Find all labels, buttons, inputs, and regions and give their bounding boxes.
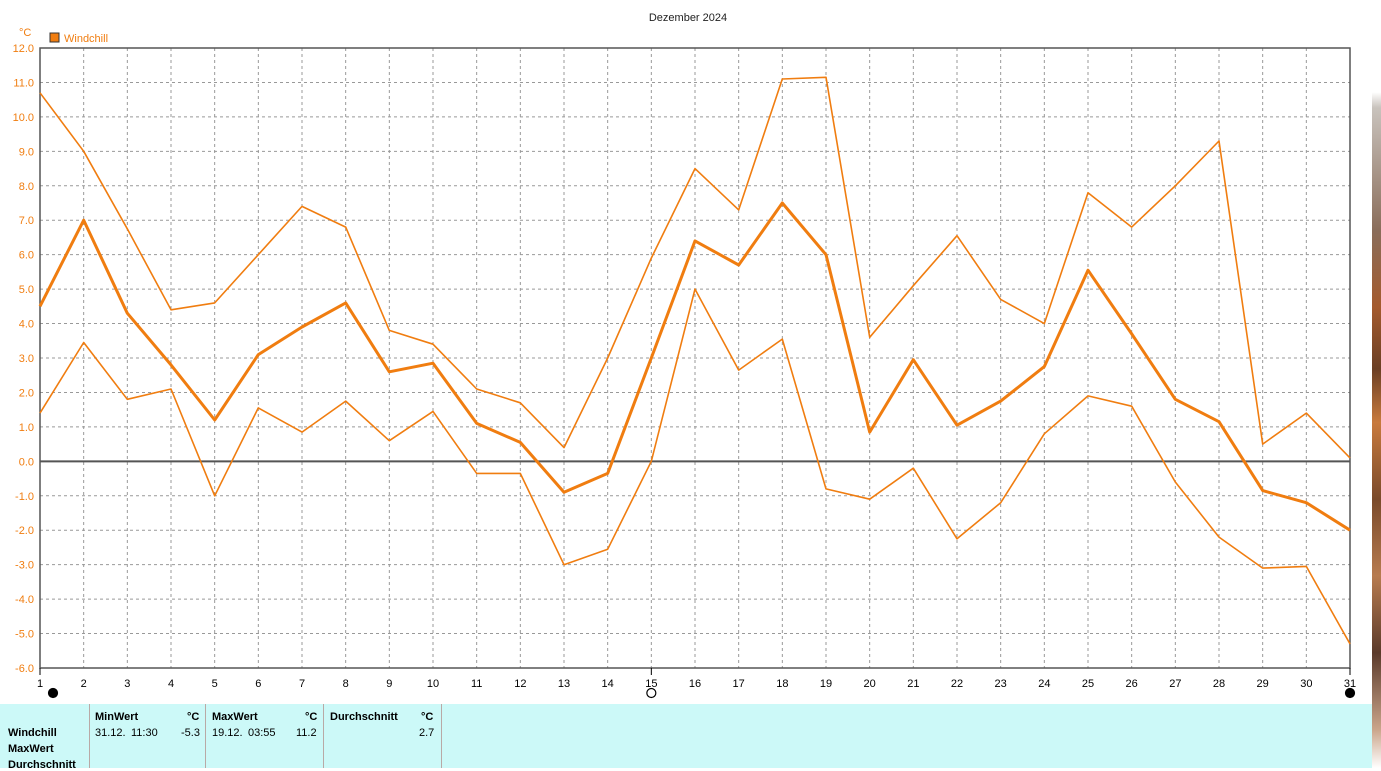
y-tick-label: 10.0: [13, 112, 34, 124]
x-tick-label: 17: [733, 678, 745, 690]
series-line-windchill: [38, 201, 1351, 532]
x-tick-label: 26: [1126, 678, 1138, 690]
y-tick-label: -4.0: [15, 594, 34, 606]
x-tick-label: 1: [37, 678, 43, 690]
filled-circle-icon: [1344, 687, 1356, 699]
y-tick-label: 5.0: [19, 284, 34, 296]
x-tick-label: 6: [255, 678, 261, 690]
x-tick-label: 25: [1082, 678, 1094, 690]
x-tick-label: 8: [343, 678, 349, 690]
stats-column-unit: °C: [187, 711, 200, 723]
legend-label: Windchill: [64, 33, 108, 45]
stats-value: -5.3: [181, 727, 200, 739]
legend-swatch: [49, 32, 60, 43]
stats-column-header: MaxWert: [212, 711, 258, 723]
y-tick-label: 4.0: [19, 319, 34, 331]
stats-column-header: Durchschnitt: [330, 711, 398, 723]
stats-row-label: Durchschnitt: [8, 759, 76, 771]
filled-circle-icon: [47, 687, 59, 699]
stats-panel: Windchill MaxWert Durchschnitt MinWert °…: [0, 704, 1372, 771]
y-tick-label: 8.0: [19, 181, 34, 193]
x-tick-label: 19: [820, 678, 832, 690]
x-tick-label: 10: [427, 678, 439, 690]
stats-value: 2.7: [419, 727, 435, 739]
x-tick-label: 29: [1257, 678, 1269, 690]
stats-time: 11:30: [131, 727, 158, 739]
plot-frame: [39, 47, 1351, 669]
chart-title: Dezember 2024: [649, 12, 727, 24]
y-tick-label: 9.0: [19, 146, 34, 158]
y-axis-unit: °C: [19, 27, 31, 39]
x-tick-label: 30: [1300, 678, 1312, 690]
stats-column-divider: [441, 704, 443, 768]
stats-column-min: MinWert °C 31.12. 11:30 -5.3: [89, 704, 205, 768]
stats-column-unit: °C: [421, 711, 434, 723]
y-tick-label: 0.0: [19, 456, 34, 468]
y-tick-label: 1.0: [19, 422, 34, 434]
x-tick-label: 4: [168, 678, 174, 690]
x-tick-label: 9: [386, 678, 392, 690]
stats-value: 11.2: [296, 727, 317, 739]
x-tick-label: 7: [299, 678, 305, 690]
x-tick-label: 5: [212, 678, 218, 690]
stats-column-header: MinWert: [95, 711, 139, 723]
stats-column-average: Durchschnitt °C 2.7: [323, 704, 441, 768]
chart: Dezember 2024 °C Windchill 12.011.010.09…: [13, 12, 1356, 699]
x-tick-label: 2: [81, 678, 87, 690]
y-tick-label: -2.0: [15, 525, 34, 537]
x-tick-label: 31: [1344, 678, 1356, 690]
y-tick-label: -5.0: [15, 629, 34, 641]
x-tick-label: 15: [645, 678, 657, 690]
x-tick-label: 16: [689, 678, 701, 690]
x-tick-label: 14: [602, 678, 614, 690]
x-tick-label: 11: [471, 678, 482, 690]
x-tick-label: 22: [951, 678, 963, 690]
y-tick-label: 3.0: [19, 353, 34, 365]
stats-date: 31.12.: [95, 727, 126, 739]
y-tick-label: 12.0: [13, 43, 34, 55]
stats-column-max: MaxWert °C 19.12. 03:55 11.2: [205, 704, 323, 768]
stats-row-label: MaxWert: [8, 743, 54, 755]
x-tick-label: 23: [995, 678, 1007, 690]
x-tick-label: 3: [124, 678, 130, 690]
stats-row-label: Windchill: [8, 727, 57, 739]
stats-column-unit: °C: [305, 711, 318, 723]
y-tick-label: 2.0: [19, 387, 34, 399]
series-line-durchschnitt: [39, 288, 1351, 645]
x-tick-label: 12: [514, 678, 526, 690]
x-tick-label: 27: [1169, 678, 1181, 690]
stats-time: 03:55: [248, 727, 276, 739]
y-tick-label: 11.0: [13, 77, 34, 89]
y-tick-label: -3.0: [15, 560, 34, 572]
stats-date: 19.12.: [212, 727, 243, 739]
open-circle-icon: [646, 687, 657, 699]
x-tick-label: 24: [1038, 678, 1050, 690]
background-image-strip: [1372, 0, 1381, 768]
y-tick-label: 6.0: [19, 250, 34, 262]
x-tick-label: 13: [558, 678, 570, 690]
x-tick-label: 28: [1213, 678, 1225, 690]
y-tick-label: -1.0: [15, 491, 34, 503]
series-line-maxwert: [39, 76, 1351, 459]
x-tick-label: 21: [907, 678, 919, 690]
y-tick-label: 7.0: [19, 215, 34, 227]
x-tick-label: 20: [864, 678, 876, 690]
y-tick-label: -6.0: [15, 663, 34, 675]
x-tick-label: 18: [776, 678, 788, 690]
